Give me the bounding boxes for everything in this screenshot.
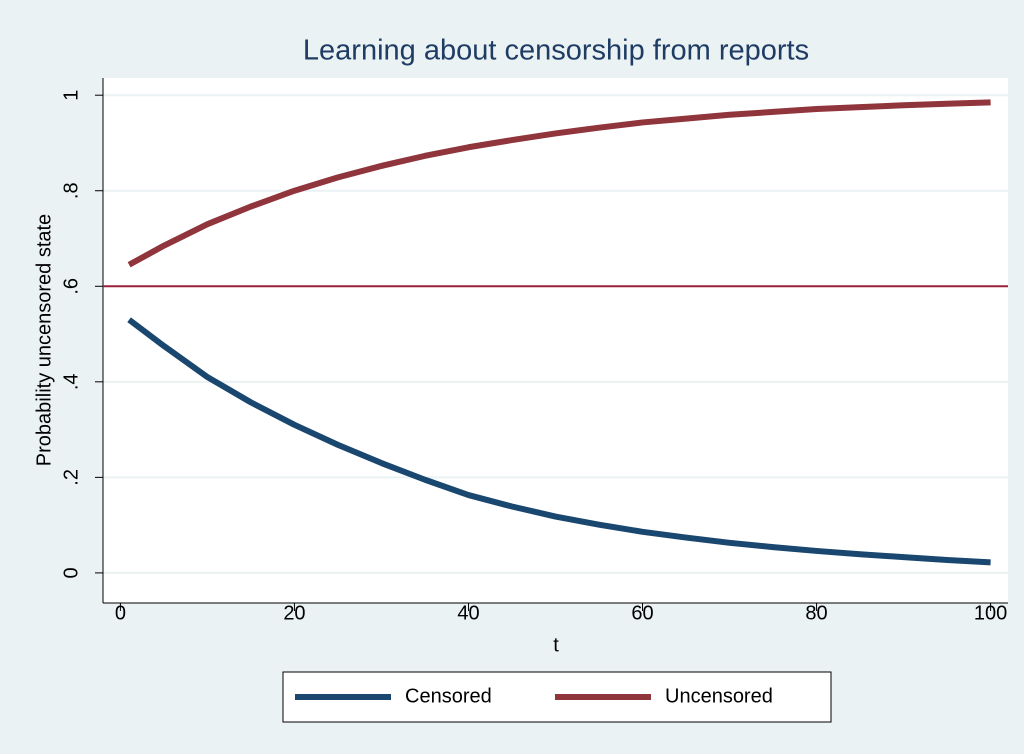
x-tick-label: 80 [805,602,827,624]
y-axis-label: Probability uncensored state [33,214,55,466]
y-tick-label: .8 [60,182,82,199]
line-series [127,317,991,566]
x-axis-label: t [553,634,559,656]
y-tick-label: .4 [60,373,82,390]
y-tick-label: 1 [60,90,82,101]
legend-label: Uncensored [665,685,773,707]
plot-area [103,78,1008,603]
x-tick-label: 20 [283,602,305,624]
legend-label: Censored [405,685,492,707]
y-tick-label: .2 [60,469,82,486]
x-tick-label: 40 [457,602,479,624]
chart-title: Learning about censorship from reports [303,35,809,67]
x-tick-label: 0 [115,602,126,624]
x-tick-label: 60 [631,602,653,624]
line-series [127,99,991,268]
y-tick-label: 0 [60,567,82,578]
y-tick-label: .6 [60,278,82,295]
x-tick-label: 100 [974,602,1007,624]
